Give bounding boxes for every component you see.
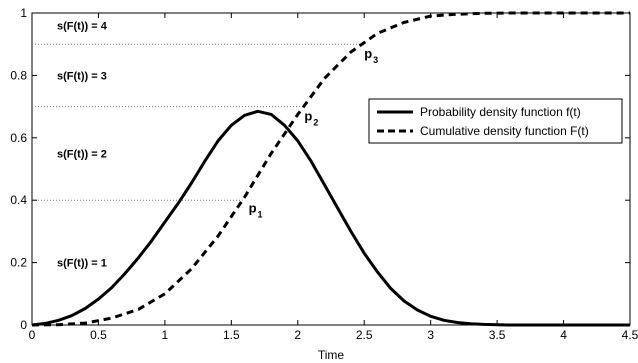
x-tick-label: 3.5: [489, 328, 506, 342]
legend-label-2: Cumulative density function F(t): [420, 124, 589, 138]
y-tick-label: 1: [20, 6, 27, 20]
plot-area: 0 0.5 1 1.5 2 2.5 3 3.5 4 4.5 0 0.2 0.4 0.6 0.8 1 s(F(t)…: [10, 6, 638, 342]
legend: Probability density function f(t) Cumulat…: [368, 98, 623, 144]
x-tick-label: 0.5: [90, 328, 107, 342]
y-tick-label: 0.2: [10, 256, 27, 270]
x-tick-label: 4.5: [622, 328, 638, 342]
x-tick-label: 2: [294, 328, 301, 342]
x-tick-label: 4: [560, 328, 567, 342]
x-tick-label: 3: [427, 328, 434, 342]
x-tick-label: 1.5: [223, 328, 240, 342]
legend-box: [368, 98, 623, 144]
x-tick-label: 2.5: [356, 328, 373, 342]
cdf-line: [31, 11, 630, 327]
region-label-4: s(F(t)) = 4: [57, 20, 108, 32]
region-label-3: s(F(t)) = 3: [57, 70, 107, 82]
pdf-line: [31, 109, 630, 327]
y-tick-label: 0.6: [10, 131, 27, 145]
y-tick-label: 0.8: [10, 68, 27, 82]
point-label-p1: p1: [249, 201, 263, 220]
legend-label-1: Probability density function f(t): [420, 105, 581, 119]
x-tick-label: 0: [29, 328, 36, 342]
region-label-1: s(F(t)) = 1: [57, 258, 107, 270]
region-label-2: s(F(t)) = 2: [57, 148, 107, 160]
x-axis-title: Time: [318, 348, 345, 362]
y-tick-label: 0: [20, 318, 27, 332]
point-label-p3: p3: [364, 46, 378, 65]
y-tick-label: 0.4: [10, 193, 27, 207]
plot-frame: [31, 12, 631, 326]
point-label-p2: p2: [304, 109, 318, 128]
x-tick-label: 1: [162, 328, 169, 342]
